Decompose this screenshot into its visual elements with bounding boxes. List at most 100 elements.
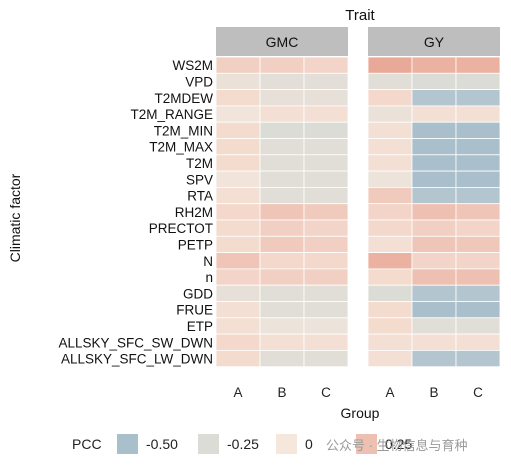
cell-gy-n-a <box>367 252 413 270</box>
cell-gmc-t2m_max-c <box>303 138 349 156</box>
y-tick-gdd: GDD <box>183 286 213 301</box>
cell-gmc-n-a <box>215 268 261 286</box>
y-tick-rh2m: RH2M <box>175 205 213 220</box>
y-tick-frue: FRUE <box>176 303 213 318</box>
cell-gmc-n-a <box>215 252 261 270</box>
cell-gmc-petp-a <box>215 235 261 254</box>
cell-gy-frue-a <box>367 301 413 319</box>
legend-key-2 <box>276 434 297 454</box>
legend-key-0 <box>117 434 138 454</box>
facet-strip-gmc <box>216 27 348 56</box>
cell-gy-t2m_max-a <box>367 138 413 156</box>
cell-gy-gdd-c <box>455 284 501 302</box>
cell-gmc-n-c <box>303 252 349 270</box>
y-tick-vpd: VPD <box>185 74 213 89</box>
cell-gy-t2m-c <box>455 154 501 172</box>
x-tick-gy-b: B <box>429 385 438 400</box>
y-tick-ws2m: WS2M <box>173 58 214 73</box>
cell-gmc-rh2m-c <box>303 203 349 221</box>
cell-gmc-n-b <box>259 252 305 270</box>
cell-gmc-allsky_sfc_sw_dwn-a <box>215 333 261 351</box>
y-tick-t2m: T2M <box>186 156 213 171</box>
cell-gy-rh2m-b <box>411 203 457 221</box>
cell-gy-allsky_sfc_sw_dwn-c <box>455 333 501 351</box>
legend-label-2: 0 <box>305 436 313 452</box>
cell-gy-t2m_max-c <box>455 138 501 156</box>
cell-gmc-etp-a <box>215 317 261 335</box>
cell-gmc-petp-b <box>259 235 305 254</box>
y-tick-t2m-max: T2M_MAX <box>149 140 213 155</box>
cell-gmc-t2m_range-b <box>259 105 305 123</box>
x-tick-gmc-a: A <box>233 385 242 400</box>
legend-title: PCC <box>72 436 102 452</box>
cell-gy-t2m_min-a <box>367 121 413 139</box>
cell-gmc-ws2m-a <box>215 56 261 74</box>
cell-gmc-gdd-a <box>215 284 261 302</box>
cell-gmc-rta-c <box>303 186 349 205</box>
cell-gmc-frue-b <box>259 301 305 319</box>
cell-gmc-spv-b <box>259 170 305 188</box>
cell-gy-allsky_sfc_sw_dwn-a <box>367 333 413 351</box>
cell-gmc-allsky_sfc_lw_dwn-a <box>215 349 261 368</box>
legend-key-1 <box>198 434 219 454</box>
legend-key-3 <box>356 434 377 454</box>
cell-gmc-t2mdew-c <box>303 89 349 107</box>
cell-gy-etp-b <box>411 317 457 335</box>
cell-gmc-allsky_sfc_lw_dwn-b <box>259 349 305 368</box>
y-axis-title: Climatic factor <box>7 173 23 262</box>
cell-gmc-spv-c <box>303 170 349 188</box>
y-tick-n: N <box>203 254 213 269</box>
cell-gmc-t2m_max-a <box>215 138 261 156</box>
cell-gmc-prectot-c <box>303 219 349 237</box>
cell-gy-t2m-b <box>411 154 457 172</box>
cell-gy-ws2m-a <box>367 56 413 74</box>
y-tick-spv: SPV <box>186 172 213 187</box>
cell-gy-n-c <box>455 268 501 286</box>
cell-gy-spv-b <box>411 170 457 188</box>
cell-gy-allsky_sfc_sw_dwn-b <box>411 333 457 351</box>
cell-gy-n-a <box>367 268 413 286</box>
cell-gy-spv-c <box>455 170 501 188</box>
y-tick-allsky-sfc-lw-dwn: ALLSKY_SFC_LW_DWN <box>61 352 213 367</box>
legend-label-1: -0.25 <box>227 436 259 452</box>
cell-gmc-n-b <box>259 268 305 286</box>
cell-gy-allsky_sfc_lw_dwn-a <box>367 349 413 368</box>
cell-gmc-rta-a <box>215 186 261 205</box>
cell-gy-allsky_sfc_lw_dwn-c <box>455 349 501 368</box>
facet-strips: GMC GY <box>216 27 500 56</box>
cell-gy-etp-c <box>455 317 501 335</box>
cell-gy-t2m_range-a <box>367 105 413 123</box>
cell-gy-t2m_max-b <box>411 138 457 156</box>
cell-gy-t2m-a <box>367 154 413 172</box>
cell-gmc-n-c <box>303 268 349 286</box>
cell-gy-rta-c <box>455 186 501 205</box>
cell-gmc-t2m_min-a <box>215 121 261 139</box>
legend-label-0: -0.50 <box>146 436 178 452</box>
cell-gy-t2m_range-b <box>411 105 457 123</box>
cell-gmc-vpd-c <box>303 72 349 91</box>
y-tick-t2m-min: T2M_MIN <box>154 123 213 138</box>
cell-gy-etp-a <box>367 317 413 335</box>
cell-gmc-petp-c <box>303 235 349 254</box>
facet-title: Trait <box>345 7 375 24</box>
x-tick-gmc-b: B <box>277 385 286 400</box>
cell-gy-t2m_min-b <box>411 121 457 139</box>
x-axis-title: Group <box>341 405 380 421</box>
cell-gy-vpd-b <box>411 72 457 91</box>
cell-gmc-t2m-c <box>303 154 349 172</box>
cell-gmc-vpd-a <box>215 72 261 91</box>
cell-gmc-spv-a <box>215 170 261 188</box>
cell-gmc-rh2m-b <box>259 203 305 221</box>
cell-gy-petp-a <box>367 235 413 254</box>
cell-gmc-frue-c <box>303 301 349 319</box>
cell-gmc-prectot-b <box>259 219 305 237</box>
x-tick-gy-a: A <box>385 385 394 400</box>
cell-gy-n-b <box>411 252 457 270</box>
facet-strip-gy <box>368 27 500 56</box>
cell-gmc-etp-b <box>259 317 305 335</box>
cell-gmc-gdd-c <box>303 284 349 302</box>
y-tick-allsky-sfc-sw-dwn: ALLSKY_SFC_SW_DWN <box>58 335 213 350</box>
watermark-text: 公众号 · 生物信息与育种 <box>326 438 468 453</box>
cell-gy-rh2m-a <box>367 203 413 221</box>
